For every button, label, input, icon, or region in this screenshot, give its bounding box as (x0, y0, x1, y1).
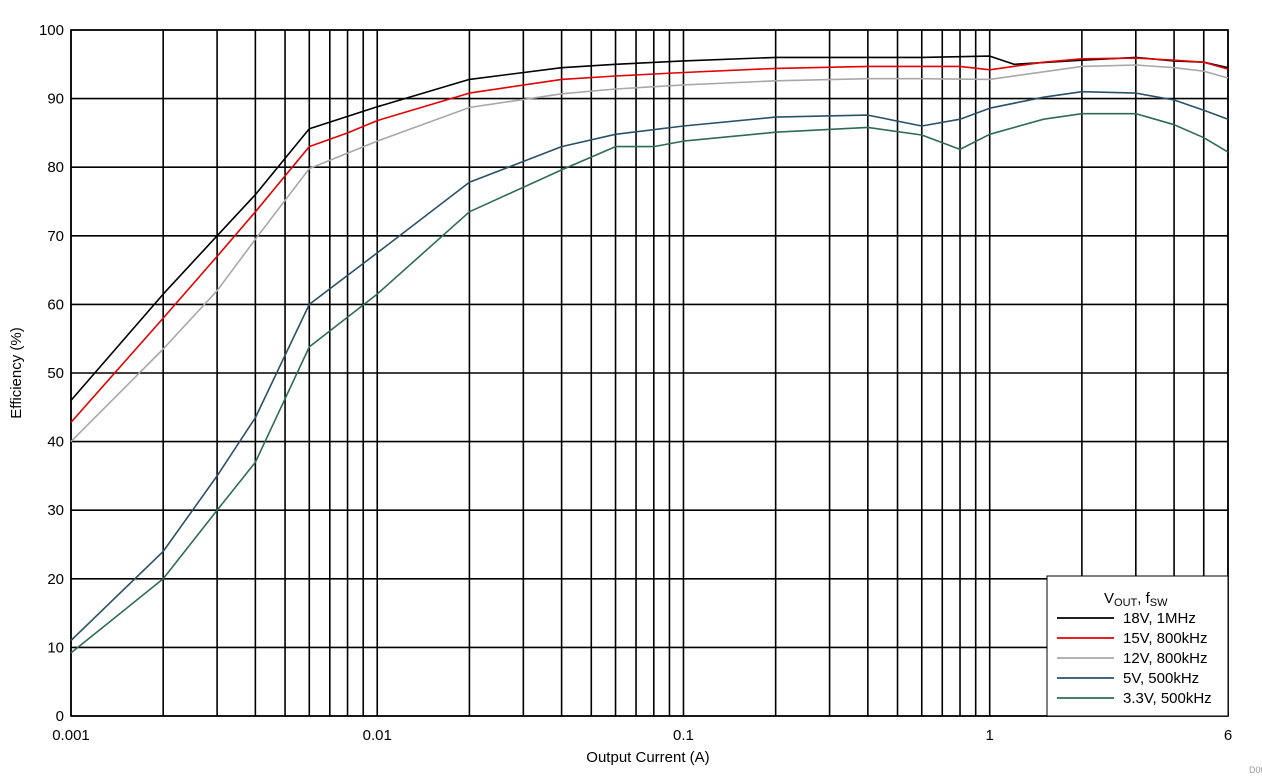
x-tick-label: 1 (986, 727, 994, 744)
y-tick-label: 40 (47, 434, 64, 451)
y-tick-label: 10 (47, 639, 64, 656)
legend: VOUT, fSW 18V, 1MHz 15V, 800kHz 12V, 800kH… (1046, 575, 1229, 717)
x-tick-label: 0.01 (363, 727, 392, 744)
corner-label: D00 (1249, 765, 1262, 775)
legend-label: 3.3V, 500kHz (1123, 690, 1212, 707)
x-tick-label: 0.1 (673, 727, 694, 744)
x-axis-title: Output Current (A) (586, 749, 709, 766)
series-line-3 (70, 90, 1229, 642)
plot-area (70, 29, 1229, 717)
y-tick-label: 90 (47, 91, 64, 108)
series-line-4 (70, 112, 1229, 654)
legend-items: 18V, 1MHz 15V, 800kHz 12V, 800kHz 5V, 500kH… (1057, 610, 1212, 707)
legend-label: 12V, 800kHz (1123, 650, 1208, 667)
legend-label: 18V, 1MHz (1123, 610, 1196, 627)
x-tick-label: 0.001 (52, 727, 90, 744)
x-tick-label: 6 (1224, 727, 1232, 744)
series-line-2 (70, 64, 1229, 443)
y-axis-title: Efficiency (%) (8, 327, 25, 418)
series-line-1 (70, 57, 1229, 423)
legend-box (1046, 575, 1229, 717)
y-tick-label: 20 (47, 571, 64, 588)
y-tick-label: 30 (47, 502, 64, 519)
y-tick-label: 70 (47, 228, 64, 245)
y-tick-label: 100 (39, 22, 64, 39)
legend-title: VOUT, fSW (1104, 590, 1168, 609)
y-tick-label: 60 (47, 296, 64, 313)
axis-layer: 0 10 20 30 40 50 60 70 80 90 100 0.001 0.01 0.1 1 6 (39, 22, 1232, 744)
y-tick-label: 80 (47, 159, 64, 176)
series-layer (70, 55, 1229, 654)
series-line-0 (70, 55, 1229, 401)
grid-layer (70, 29, 1229, 717)
legend-label: 5V, 500kHz (1123, 670, 1199, 687)
legend-label: 15V, 800kHz (1123, 630, 1208, 647)
y-tick-label: 50 (47, 365, 64, 382)
y-tick-label: 0 (56, 708, 64, 725)
